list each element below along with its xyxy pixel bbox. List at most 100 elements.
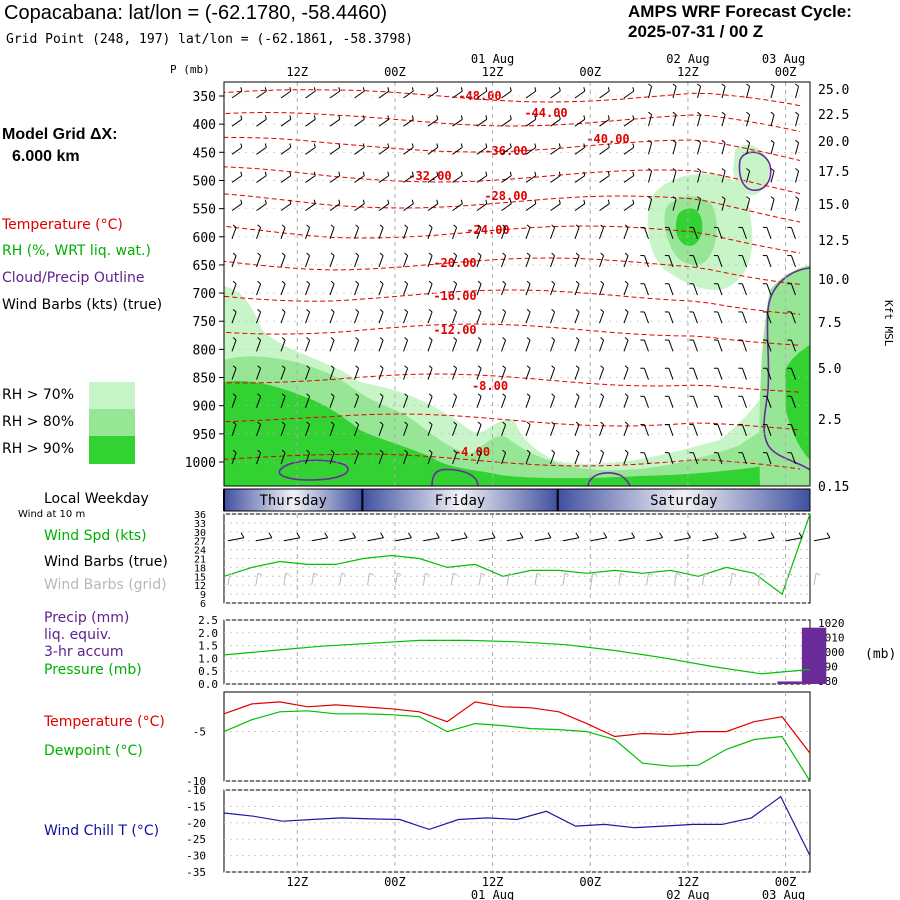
wind-barb xyxy=(378,87,390,99)
wind-barb xyxy=(329,171,341,183)
wind-barb xyxy=(427,199,439,212)
wind-barb-true xyxy=(618,532,636,542)
height-tick-2: 20.0 xyxy=(818,135,849,150)
wind-barb xyxy=(231,224,237,239)
wind-barb-true xyxy=(590,532,608,542)
wind-barb xyxy=(305,115,316,127)
wind-barb-grid xyxy=(311,572,318,586)
wind-barb xyxy=(762,226,772,239)
wind-barb-grid xyxy=(590,572,597,586)
cloud-outline-0 xyxy=(278,459,349,481)
wind-barb xyxy=(574,421,580,437)
rh70-swatch xyxy=(89,382,135,409)
wind-barb xyxy=(476,421,482,437)
model-grid-label: Model Grid ΔX: xyxy=(2,126,118,143)
wind-barb xyxy=(738,367,747,380)
wind-barb xyxy=(231,87,243,99)
wind-barb xyxy=(664,226,674,239)
wind-tick-3: 15 xyxy=(194,572,206,583)
legend-cloud-outline: Cloud/Precip Outline xyxy=(2,270,145,286)
wind-barb-grid xyxy=(394,572,402,586)
wind-barb xyxy=(354,365,360,380)
wind-barb xyxy=(231,309,237,324)
wind-barb xyxy=(256,449,262,465)
wind-barb xyxy=(762,424,772,437)
wind-barb xyxy=(697,168,702,183)
wind-barb xyxy=(305,224,311,239)
wind-barb-grid xyxy=(339,572,346,586)
precip-tick-5: 2.5 xyxy=(198,614,218,627)
wind-barb xyxy=(427,449,433,465)
wind-barb xyxy=(770,111,775,127)
wind-barb xyxy=(476,365,482,380)
wind-barb-true xyxy=(646,532,663,542)
wind-barb xyxy=(378,365,384,380)
wind-barb xyxy=(256,171,267,183)
wind-barb xyxy=(746,111,751,127)
legend-rh: RH (%, WRT liq. wat.) xyxy=(2,243,151,259)
wind-barb xyxy=(329,252,335,268)
wind-barb xyxy=(574,87,586,99)
wind-barb xyxy=(795,139,800,155)
height-tick-0: 25.0 xyxy=(818,83,849,98)
height-tick-6: 10.0 xyxy=(818,273,849,288)
wind-barb-grid xyxy=(701,572,709,586)
wind-barb xyxy=(664,367,674,380)
wind-barb xyxy=(305,337,311,352)
pressure-tick-5: 600 xyxy=(193,231,216,246)
wind-barb-grid xyxy=(729,572,737,586)
wind-barb xyxy=(697,196,702,211)
wind-barb xyxy=(599,143,610,155)
top-time-tick-4: 12Z xyxy=(677,65,699,79)
isotherm-4 xyxy=(224,193,801,223)
wind-barb xyxy=(623,309,629,324)
wind-barb xyxy=(664,255,674,268)
wind-barb-true xyxy=(451,532,468,542)
wind-barb xyxy=(599,421,605,437)
wind-barb xyxy=(787,424,796,437)
wind-barb xyxy=(525,115,537,127)
bottom-time-tick-3: 00Z xyxy=(579,875,601,889)
temperature-label: Temperature (°C) xyxy=(44,714,165,730)
wind-barb xyxy=(713,283,723,296)
wind-barb xyxy=(525,365,531,380)
local-weekday-label: Local Weekday xyxy=(44,491,149,507)
wind-barb-true xyxy=(339,532,357,542)
pressure-tick-12: 950 xyxy=(193,428,216,443)
wind-tick-4: 18 xyxy=(194,563,206,574)
bottom-time-tick-2: 12Z xyxy=(482,875,504,889)
precip-tick-3: 1.5 xyxy=(198,640,218,653)
wind-barb xyxy=(501,115,512,127)
wind-barb xyxy=(525,421,531,437)
weekday-label-0: Thursday xyxy=(259,493,326,509)
wind-barb xyxy=(354,115,365,127)
top-time-tick-2: 12Z xyxy=(482,65,504,79)
dewpoint-line xyxy=(223,710,811,782)
windchill-label: Wind Chill T (°C) xyxy=(44,823,160,839)
legend-wind-barbs: Wind Barbs (kts) (true) xyxy=(2,297,163,313)
wind-barb xyxy=(623,252,629,268)
wind-barb xyxy=(378,143,390,155)
pressure-tick-8: 750 xyxy=(193,315,216,330)
wind-barb xyxy=(329,115,341,127)
wind-barb xyxy=(280,87,292,99)
wind-barb xyxy=(574,449,580,465)
wind-barb xyxy=(231,365,237,380)
wind-barb xyxy=(427,224,433,239)
wind-barb-grid xyxy=(478,572,486,586)
isotherm-label-2: -40.00 xyxy=(586,132,629,146)
wind-barb xyxy=(403,171,414,183)
wind-barb xyxy=(599,449,605,465)
pressure-tick-2: 450 xyxy=(193,146,216,161)
forecast-cycle-value: 2025-07-31 / 00 Z xyxy=(628,22,764,41)
wind-tick-5: 21 xyxy=(194,555,206,566)
wind-barb xyxy=(721,139,726,155)
wind-barb-grid xyxy=(562,572,570,586)
isotherm-label-10: -8.00 xyxy=(472,379,508,393)
wind-barb-grid xyxy=(422,572,430,586)
wind-barb xyxy=(550,199,561,212)
wind-barb xyxy=(305,365,311,380)
wind-barb xyxy=(378,171,390,183)
wind-barb xyxy=(574,171,586,183)
precip-tick-2: 1.0 xyxy=(198,652,218,665)
